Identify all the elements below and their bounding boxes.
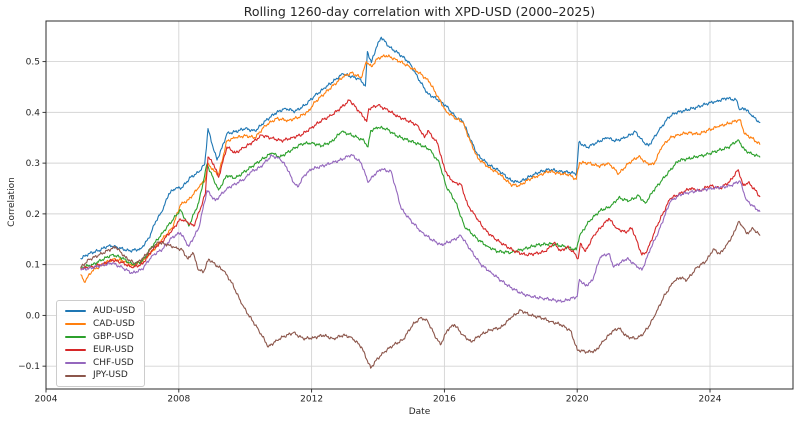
legend: AUD-USD CAD-USD GBP-USD EUR-USD CHF-USD … bbox=[56, 300, 146, 388]
y-tick-label: 0.2 bbox=[26, 210, 40, 220]
series-line-gbp-usd bbox=[80, 125, 761, 269]
x-tick-label: 2004 bbox=[35, 395, 58, 405]
x-tick-label: 2012 bbox=[300, 395, 323, 405]
x-tick-label: 2016 bbox=[433, 395, 456, 405]
legend-item-aud-usd: AUD-USD bbox=[65, 305, 135, 318]
y-tick-label: 0.3 bbox=[26, 159, 40, 169]
legend-item-cad-usd: CAD-USD bbox=[65, 318, 135, 331]
legend-line-icon bbox=[65, 362, 86, 364]
legend-line-icon bbox=[65, 374, 86, 377]
y-tick-label: 0.5 bbox=[26, 58, 40, 68]
y-tick-label: 0.1 bbox=[26, 261, 40, 271]
y-tick-label: −0.1 bbox=[18, 362, 40, 372]
x-tick-label: 2008 bbox=[167, 395, 190, 405]
legend-line-icon bbox=[65, 336, 86, 339]
legend-label: CAD-USD bbox=[93, 318, 135, 329]
legend-line-icon bbox=[65, 310, 86, 313]
series-line-chf-usd bbox=[80, 153, 761, 303]
legend-line-icon bbox=[65, 323, 86, 326]
legend-item-chf-usd: CHF-USD bbox=[65, 357, 135, 370]
plot-border bbox=[45, 20, 794, 390]
legend-label: CHF-USD bbox=[93, 357, 134, 368]
x-tick-label: 2020 bbox=[566, 395, 589, 405]
legend-label: JPY-USD bbox=[93, 370, 128, 381]
series-line-aud-usd bbox=[80, 36, 761, 260]
series-line-jpy-usd bbox=[80, 220, 761, 369]
legend-item-eur-usd: EUR-USD bbox=[65, 344, 135, 357]
series-line-cad-usd bbox=[80, 54, 761, 283]
chart-title: Rolling 1260-day correlation with XPD-US… bbox=[243, 4, 596, 19]
legend-label: GBP-USD bbox=[93, 331, 134, 342]
legend-label: AUD-USD bbox=[93, 305, 136, 316]
y-tick-label: 0.0 bbox=[26, 311, 41, 321]
legend-item-jpy-usd: JPY-USD bbox=[65, 369, 135, 382]
legend-line-icon bbox=[65, 349, 86, 352]
legend-item-gbp-usd: GBP-USD bbox=[65, 331, 135, 344]
series-line-eur-usd bbox=[80, 99, 761, 270]
legend-label: EUR-USD bbox=[93, 344, 134, 355]
x-axis-label: Date bbox=[408, 407, 431, 417]
y-axis-label: Correlation bbox=[7, 177, 17, 227]
y-tick-label: 0.4 bbox=[26, 108, 41, 118]
x-tick-label: 2024 bbox=[699, 395, 722, 405]
